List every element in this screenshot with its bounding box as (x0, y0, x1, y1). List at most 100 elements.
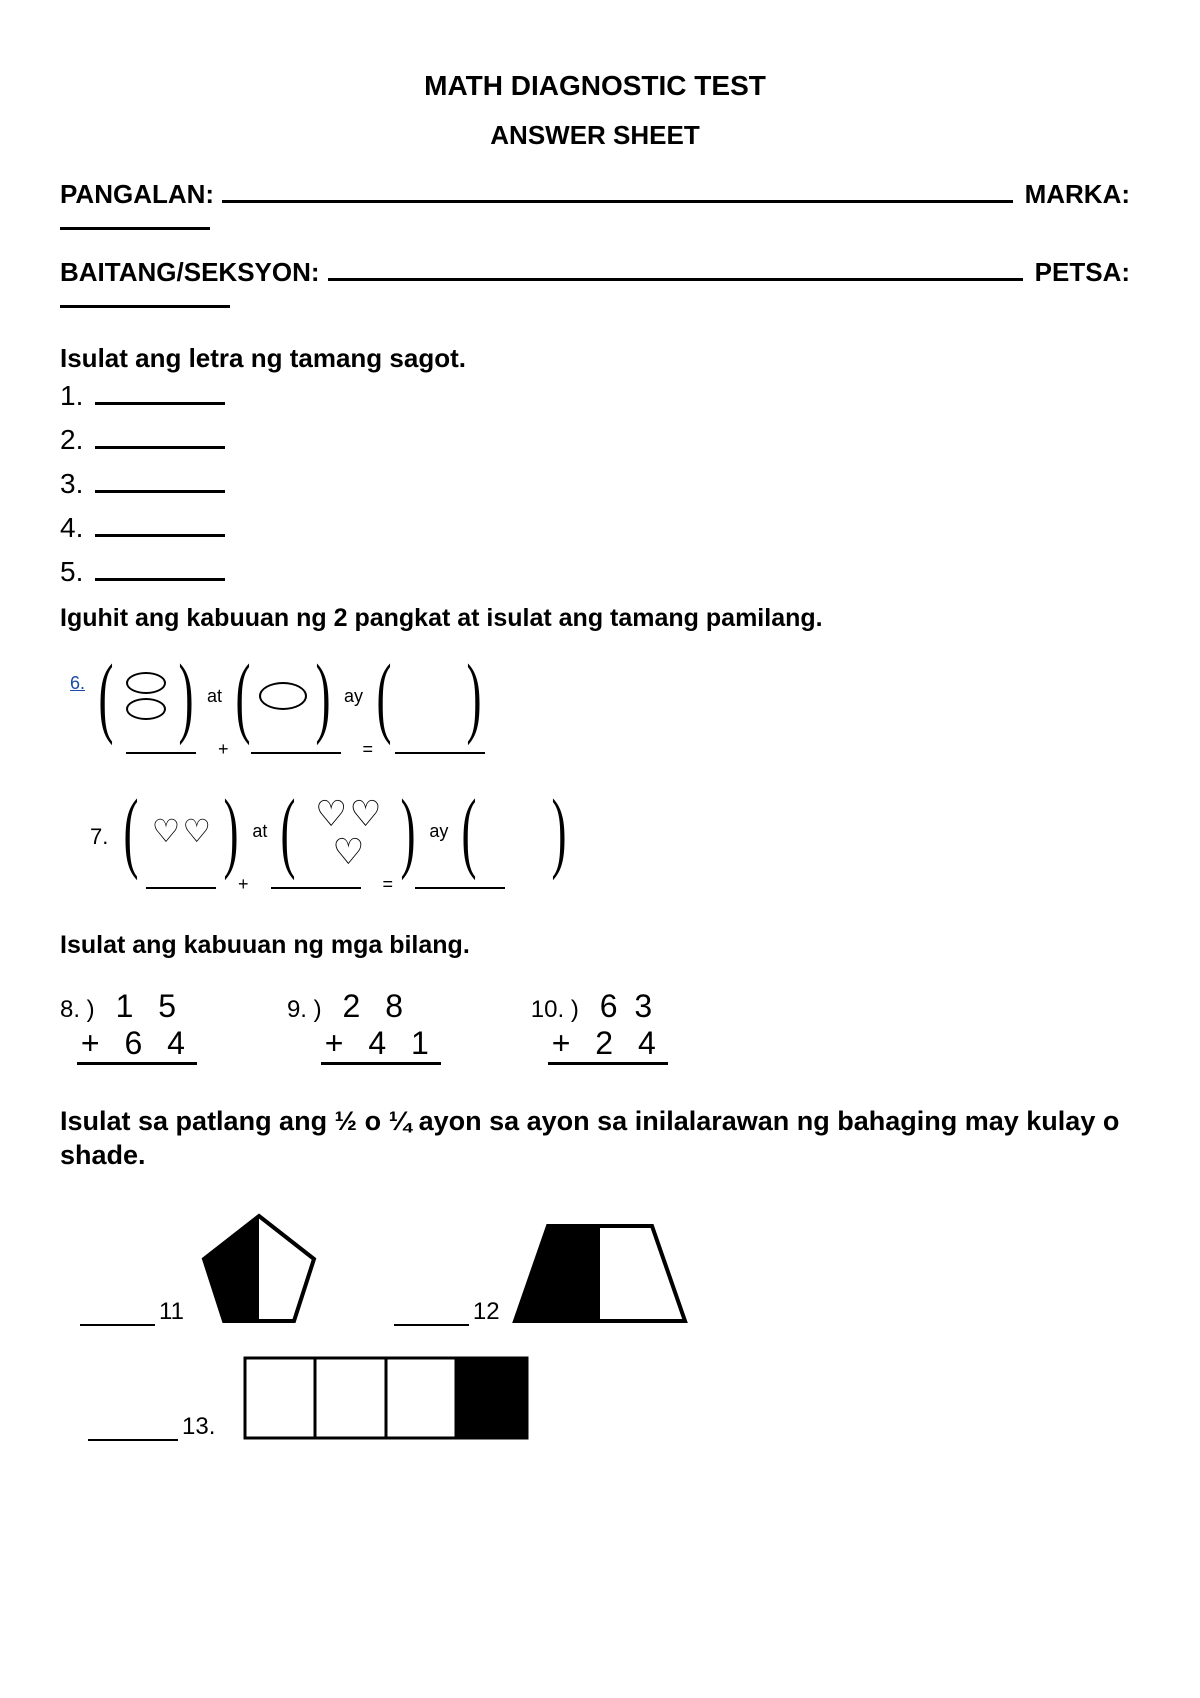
right-bracket-icon: ) (178, 665, 193, 728)
equation-6: + = (60, 739, 1130, 760)
left-bracket-icon: ( (99, 665, 114, 728)
answer-blank-1[interactable] (95, 393, 225, 405)
rectangle-quarter-icon (243, 1356, 533, 1441)
answer-num-3: 3. (60, 468, 83, 499)
oval-icon (126, 672, 166, 694)
plus-op: + (238, 874, 249, 895)
left-bracket-icon: ( (376, 665, 391, 728)
name-blank[interactable] (222, 185, 1013, 203)
group-6b: ( ) (228, 661, 338, 731)
at-connector: at (207, 686, 222, 707)
eq-blank-7c[interactable] (415, 881, 505, 889)
heart-icon: ♡ (303, 834, 393, 870)
ovals-6a (121, 661, 171, 731)
problem-9-top: 2 8 (343, 988, 411, 1024)
left-bracket-icon: ( (235, 665, 250, 728)
addition-problems: 8. ) 1 5 + 6 4 9. ) 2 8 + 4 1 10. ) 6 3 … (60, 988, 1130, 1065)
date-blank[interactable] (60, 290, 230, 308)
problem-10-bottom: + 2 4 (548, 1025, 668, 1065)
ovals-6b (258, 661, 308, 731)
date-blank-wrap (60, 290, 1130, 313)
oval-icon (259, 682, 307, 710)
pentagon-half-icon (194, 1211, 324, 1326)
page-title: MATH DIAGNOSTIC TEST (60, 70, 1130, 102)
group-6a: ( ) (91, 661, 201, 731)
answer-item-1: 1. (60, 380, 1130, 412)
section-blank[interactable] (328, 263, 1023, 281)
right-bracket-icon: ) (224, 800, 239, 863)
heart-icon: ♡ (315, 796, 347, 832)
answer-blank-5[interactable] (95, 569, 225, 581)
section1-heading: Isulat ang letra ng tamang sagot. (60, 343, 1130, 374)
name-label: PANGALAN: (60, 179, 214, 210)
mark-blank[interactable] (60, 212, 210, 230)
answer-blank-4[interactable] (95, 525, 225, 537)
right-bracket-icon: ) (401, 800, 416, 863)
problem-8-bottom: + 6 4 (77, 1025, 197, 1065)
answer-item-4: 4. (60, 512, 1130, 544)
empty-answer-7[interactable] (484, 796, 544, 866)
empty-answer-6[interactable] (399, 661, 459, 731)
section-label: BAITANG/SEKSYON: (60, 257, 320, 288)
left-bracket-icon: ( (281, 800, 296, 863)
fraction-blank-13[interactable] (88, 1431, 178, 1441)
ay-connector: ay (429, 821, 448, 842)
problem-7-num: 7. (90, 824, 108, 850)
fraction-item-11: 11 (80, 1211, 324, 1326)
section3-heading: Isulat ang kabuuan ng mga bilang. (60, 931, 1130, 960)
left-bracket-icon: ( (462, 800, 477, 863)
problem-8: 8. ) 1 5 + 6 4 (60, 988, 197, 1065)
heart-icon: ♡ (152, 815, 181, 847)
problem-9-num: 9. ) (287, 996, 322, 1023)
answer-blank-2[interactable] (95, 437, 225, 449)
hearts-7a: ♡ ♡ (146, 796, 216, 866)
group-6c: ( ) (369, 661, 489, 731)
section-row: BAITANG/SEKSYON: PETSA: (60, 257, 1130, 288)
answer-num-2: 2. (60, 424, 83, 455)
name-row: PANGALAN: MARKA: (60, 179, 1130, 210)
answer-num-5: 5. (60, 556, 83, 587)
group-7c: ( ) (454, 796, 574, 866)
fraction-label-11: 11 (159, 1298, 184, 1326)
plus-op: + (218, 739, 229, 760)
problem-10-top: 6 3 (600, 988, 656, 1024)
eq-blank-6a[interactable] (126, 746, 196, 754)
equals-op: = (363, 739, 374, 760)
answer-list: 1. 2. 3. 4. 5. (60, 380, 1130, 588)
heart-icon: ♡ (182, 815, 211, 847)
eq-blank-7b[interactable] (271, 881, 361, 889)
group-7a: ( ♡ ♡ ) (116, 796, 246, 866)
equals-op: = (383, 874, 394, 895)
left-bracket-icon: ( (124, 800, 139, 863)
eq-blank-6b[interactable] (251, 746, 341, 754)
answer-num-4: 4. (60, 512, 83, 543)
section4-heading: Isulat sa patlang ang ½ o ¼ ayon sa ayon… (60, 1105, 1130, 1173)
at-connector: at (252, 821, 267, 842)
hearts-7b: ♡ ♡ ♡ (303, 796, 393, 866)
group-7b: ( ♡ ♡ ♡ ) (273, 796, 423, 866)
fraction-row-2: 13. (60, 1356, 1130, 1441)
oval-icon (126, 698, 166, 720)
fraction-label-13: 13. (182, 1413, 215, 1441)
problem-10: 10. ) 6 3 + 2 4 (531, 988, 668, 1065)
problem-7: 7. ( ♡ ♡ ) at ( ♡ ♡ ♡ ) ay ( ) (60, 796, 1130, 866)
problem-10-num: 10. ) (531, 996, 579, 1023)
problem-9-bottom: + 4 1 (321, 1025, 441, 1065)
fraction-item-12: 12 (394, 1221, 690, 1326)
answer-item-5: 5. (60, 556, 1130, 588)
heart-icon: ♡ (349, 796, 381, 832)
problem-6: 6. ( ) at ( ) ay ( ) (60, 661, 1130, 731)
answer-item-3: 3. (60, 468, 1130, 500)
fraction-blank-11[interactable] (80, 1316, 155, 1326)
fraction-blank-12[interactable] (394, 1316, 469, 1326)
fraction-row-1: 11 12 (60, 1211, 1130, 1326)
eq-blank-6c[interactable] (395, 746, 485, 754)
answer-blank-3[interactable] (95, 481, 225, 493)
problem-9: 9. ) 2 8 + 4 1 (287, 988, 441, 1065)
ay-connector: ay (344, 686, 363, 707)
mark-label: MARKA: (1025, 179, 1130, 210)
page-subtitle: ANSWER SHEET (60, 120, 1130, 151)
eq-blank-7a[interactable] (146, 881, 216, 889)
problem-6-num: 6. (70, 673, 85, 694)
right-bracket-icon: ) (315, 665, 330, 728)
